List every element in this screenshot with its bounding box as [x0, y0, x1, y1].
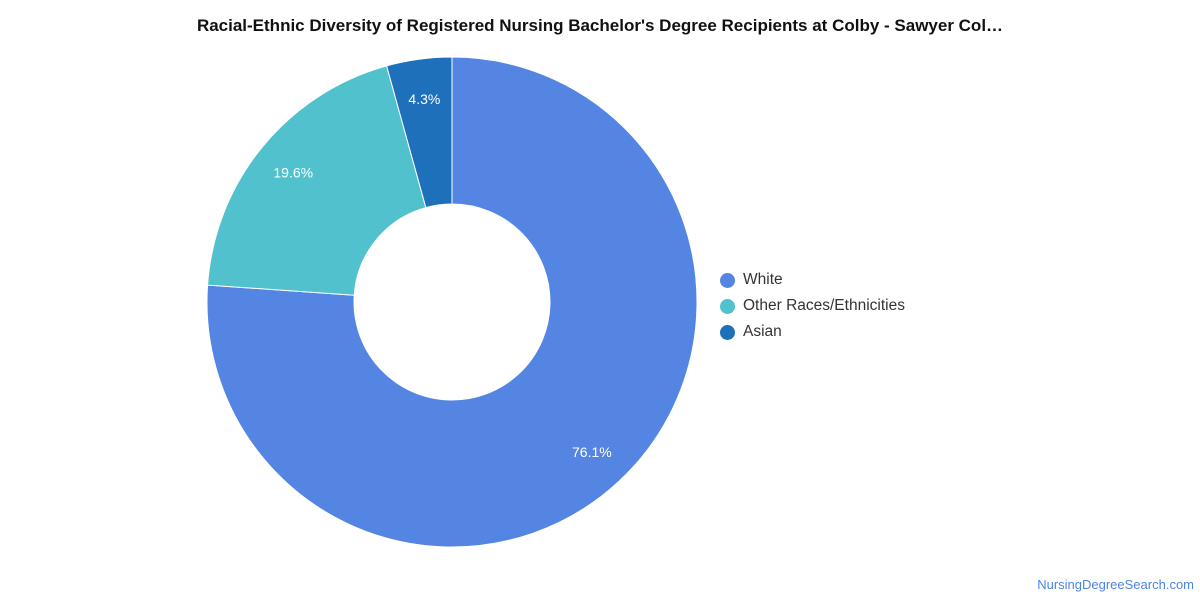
legend-swatch — [720, 324, 735, 340]
slice-other-races-ethnicities[interactable] — [207, 65, 427, 296]
chart-title: Racial-Ethnic Diversity of Registered Nu… — [196, 16, 1004, 35]
legend-label: Other Races/Ethnicities — [743, 297, 905, 314]
legend-item-asian[interactable]: Asian — [720, 319, 905, 345]
legend-swatch — [720, 272, 735, 288]
slice-asian[interactable] — [385, 56, 453, 209]
slice-data-label: 76.1% — [572, 444, 612, 460]
chart-legend: White Other Races/Ethnicities Asian — [720, 267, 905, 345]
source-link[interactable]: NursingDegreeSearch.com — [1037, 577, 1194, 592]
legend-item-white[interactable]: White — [720, 267, 905, 293]
legend-label: White — [743, 271, 783, 288]
slice-white[interactable] — [206, 56, 698, 548]
slice-data-label: 4.3% — [408, 91, 440, 107]
slice-data-label: 19.6% — [273, 164, 313, 180]
legend-label: Asian — [743, 323, 782, 340]
legend-item-other-races[interactable]: Other Races/Ethnicities — [720, 293, 905, 319]
legend-swatch — [720, 298, 735, 314]
